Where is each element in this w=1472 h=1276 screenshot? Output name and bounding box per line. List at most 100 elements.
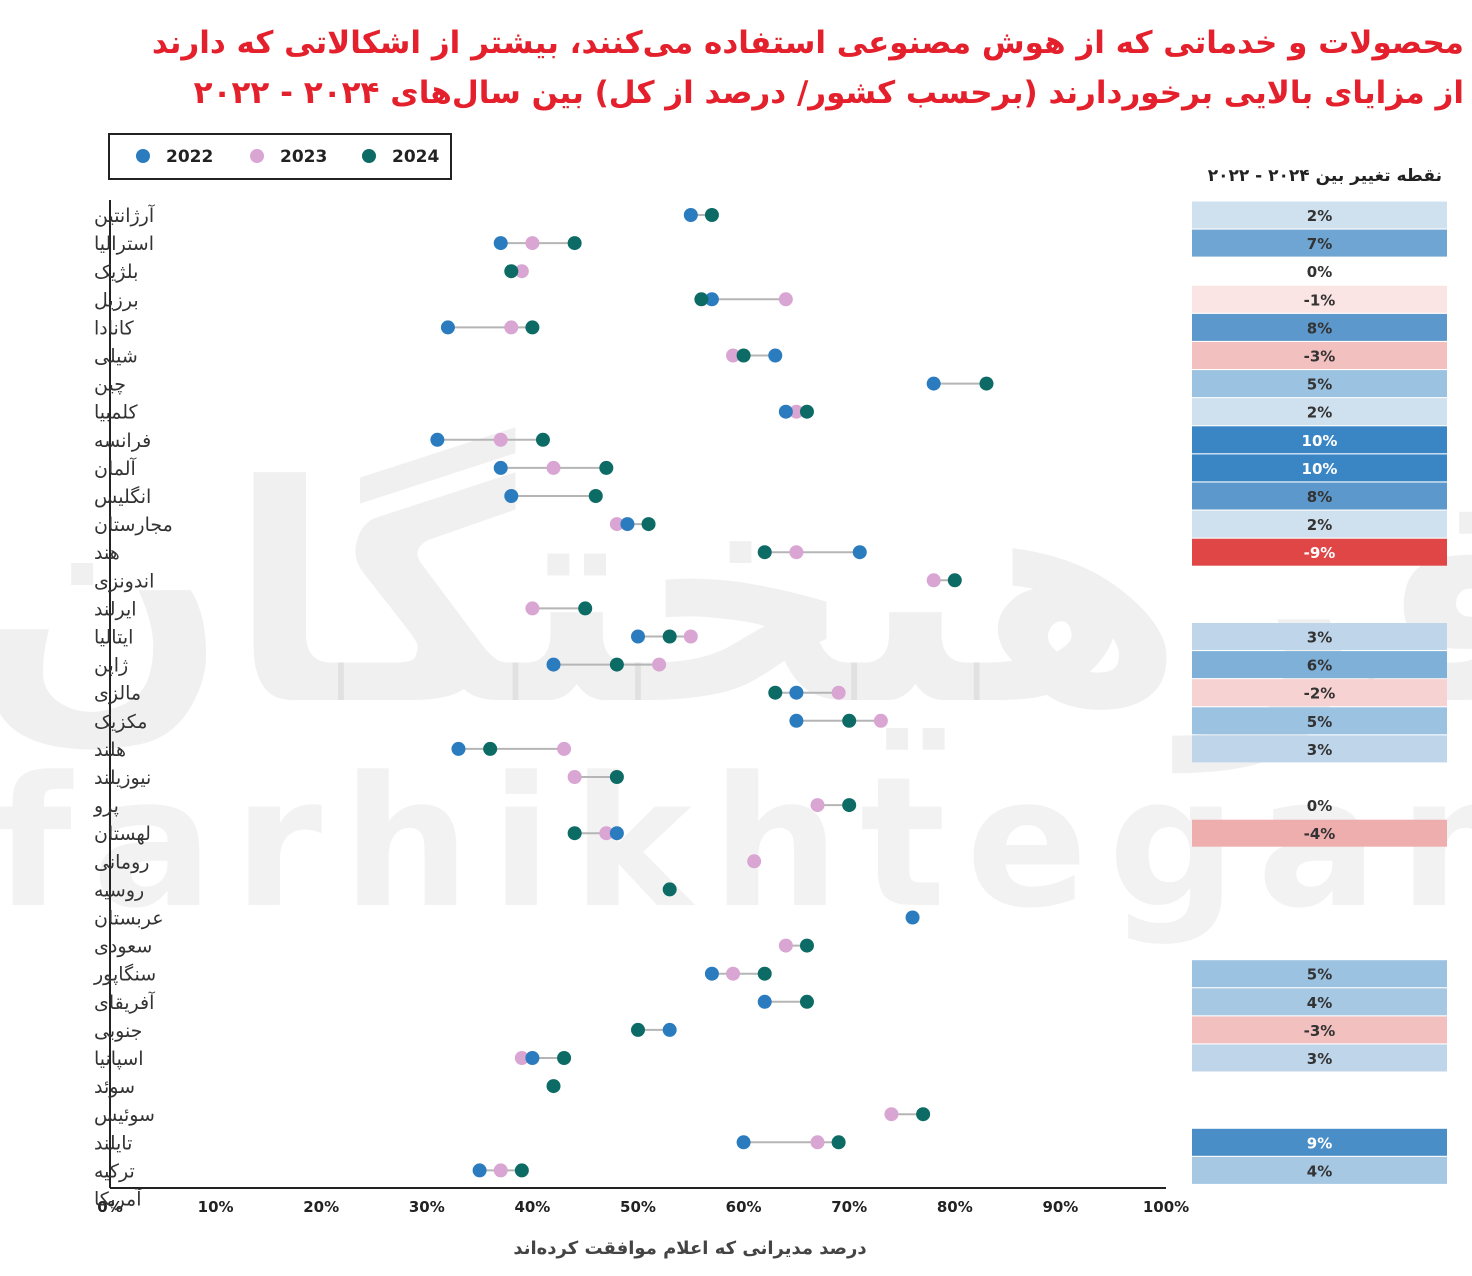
legend-dot-2024	[362, 149, 376, 163]
y-tick-label: کلمبیا	[94, 402, 139, 424]
change-cell	[1192, 510, 1447, 538]
change-cell	[1192, 454, 1447, 482]
point-2023	[926, 573, 941, 588]
y-tick-label: برزیل	[94, 289, 139, 311]
point-2024	[546, 1079, 561, 1094]
x-tick-label: 30%	[409, 1198, 445, 1216]
y-tick-label: هلند	[94, 739, 126, 761]
change-cell	[1192, 1016, 1447, 1044]
point-2024	[799, 404, 814, 419]
y-tick-label: تایلند	[94, 1132, 132, 1154]
change-cell-label: 10%	[1302, 432, 1338, 450]
point-2024	[831, 1135, 846, 1150]
legend-label-2024: 2024	[392, 147, 440, 167]
legend-label-2022: 2022	[166, 147, 214, 167]
point-2022	[609, 826, 624, 841]
point-2024	[662, 882, 677, 897]
point-2023	[567, 770, 582, 784]
point-2022	[778, 404, 793, 419]
y-tick-label: ژاپن	[94, 655, 128, 677]
point-2024	[525, 320, 540, 335]
y-tick-label: ایتالیا	[94, 627, 133, 649]
x-tick-label: 20%	[303, 1198, 339, 1216]
change-cell	[1192, 988, 1447, 1016]
point-2024	[757, 966, 772, 981]
change-cell	[1192, 201, 1447, 229]
change-cell	[1192, 1156, 1447, 1184]
change-column-header: نقطه تغییر بین ۲۰۲۴ - ۲۰۲۲	[1207, 166, 1442, 186]
y-tick-label: سعودی	[94, 936, 152, 958]
change-cell	[1192, 370, 1447, 398]
point-2024	[799, 994, 814, 1009]
change-cell	[1192, 623, 1447, 650]
point-2024	[609, 657, 624, 672]
point-2024	[641, 517, 656, 532]
point-2023	[493, 432, 508, 447]
y-tick-label: چین	[94, 374, 126, 396]
change-cell-label: 6%	[1307, 657, 1332, 675]
y-tick-label: رومانی	[94, 851, 149, 873]
x-axis-title: درصد مدیرانی که اعلام موافقت کرده‌اند	[513, 1238, 867, 1259]
point-2024	[916, 1107, 931, 1122]
y-tick-label: ترکیه	[94, 1160, 135, 1182]
point-2024	[979, 376, 994, 391]
change-cell-label: -1%	[1304, 291, 1336, 309]
y-tick-label: سوئد	[94, 1076, 135, 1098]
y-tick-label: سنگاپور	[93, 963, 156, 986]
point-2023	[778, 938, 793, 953]
point-2023	[726, 966, 741, 981]
point-2022	[789, 685, 804, 700]
x-tick-label: 10%	[198, 1198, 234, 1216]
point-2022	[768, 348, 783, 363]
point-2022	[451, 741, 466, 756]
y-tick-label: مالزی	[94, 683, 141, 705]
change-cell-label: 0%	[1307, 263, 1332, 281]
x-tick-label: 70%	[831, 1198, 867, 1216]
point-2022	[546, 657, 561, 672]
y-tick-label: پرو	[93, 795, 119, 817]
point-2024	[578, 601, 593, 616]
point-2022	[789, 713, 804, 728]
change-cell-label: 4%	[1307, 1162, 1332, 1180]
point-2022	[736, 1135, 751, 1150]
point-2022	[440, 320, 455, 335]
change-cell-label: 9%	[1307, 1134, 1332, 1152]
point-2023	[789, 404, 804, 419]
point-2023	[831, 685, 846, 700]
x-tick-label: 40%	[514, 1198, 550, 1216]
change-cell-label: 7%	[1307, 235, 1332, 253]
point-2022	[757, 994, 772, 1009]
point-2024	[599, 460, 614, 475]
point-2024	[662, 629, 677, 644]
point-2024	[842, 798, 857, 813]
point-2022	[493, 236, 508, 251]
plot-area	[430, 208, 994, 1178]
point-2024	[567, 236, 582, 251]
y-tick-label: مکزیک	[94, 711, 147, 733]
x-tick-label: 90%	[1042, 1198, 1078, 1216]
point-2022	[430, 432, 445, 447]
point-2024	[704, 208, 719, 222]
y-tick-label: روسیه	[94, 879, 144, 901]
change-cell	[1192, 482, 1447, 510]
change-cell-label: 0%	[1307, 797, 1332, 815]
point-2024	[842, 713, 857, 728]
point-2024	[631, 1022, 645, 1037]
point-2023	[514, 1051, 529, 1065]
change-cell	[1192, 398, 1447, 426]
point-2022	[683, 208, 698, 222]
change-cell-label: 3%	[1307, 741, 1332, 759]
y-tick-label: آلمان	[94, 456, 137, 480]
point-2022	[662, 1022, 677, 1037]
change-cell	[1192, 707, 1447, 735]
point-2024	[514, 1163, 529, 1178]
change-column: 2% 7% 0% -1% 8% -3% 5% 2% 10% 10% 8% 2% -9% 3% 6% -2% 5%…	[1192, 201, 1447, 1184]
point-2023	[652, 657, 667, 672]
change-cell	[1192, 342, 1447, 369]
point-2022	[852, 545, 867, 560]
y-tick-label: ایرلند	[94, 598, 137, 620]
point-2022	[493, 460, 508, 475]
y-tick-label: شیلی	[94, 346, 138, 368]
point-2023	[747, 854, 762, 869]
